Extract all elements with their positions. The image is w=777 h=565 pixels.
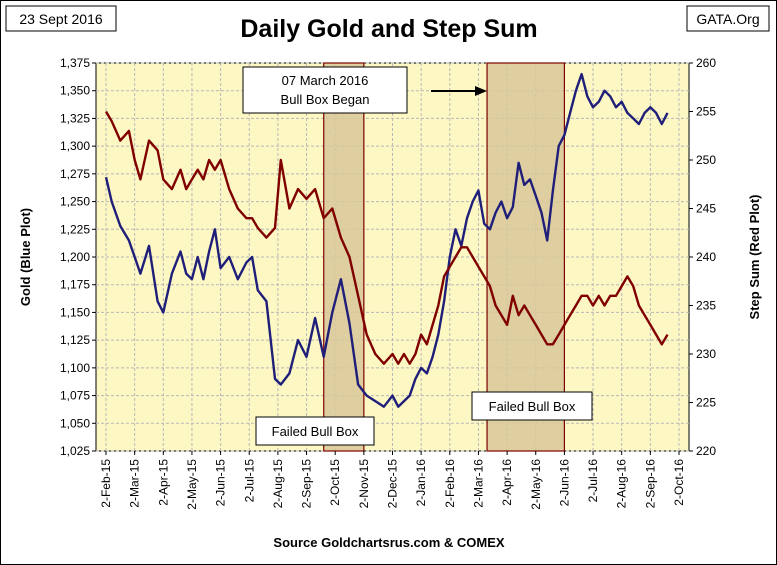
region-label-box-1 (255, 416, 375, 446)
shaded-region-2 (486, 62, 566, 452)
right-axis-label: Step Sum (Red Plot) (747, 195, 762, 320)
right-tick-label: 235 (696, 299, 716, 313)
right-tick-label: 250 (696, 153, 716, 167)
brand-label-box (686, 5, 770, 32)
chart-title: Daily Gold and Step Sum (240, 15, 537, 43)
left-tick-label: 1,275 (60, 167, 90, 181)
right-tick-label: 245 (696, 202, 716, 216)
date-label: 23 Sept 2016 (19, 11, 103, 27)
left-tick-label: 1,125 (60, 333, 90, 347)
x-tick-label: 2-May-15 (185, 459, 199, 510)
x-tick-label: 2-Feb-16 (443, 459, 457, 508)
x-tick-label: 2-Oct-16 (672, 459, 686, 506)
series-line-gold (104, 72, 669, 408)
x-tick-label: 2-Oct-15 (328, 459, 342, 506)
left-axis-ticks: 1,025 1,050 1,075 1,100 1,125 1,150 1,175 1,200… (60, 56, 96, 458)
annotation-box (242, 66, 408, 114)
left-tick-label: 1,025 (60, 444, 90, 458)
x-tick-label: 2-Jun-16 (557, 459, 571, 507)
date-label-box (5, 5, 117, 32)
x-tick-label: 2-Jun-15 (214, 459, 228, 507)
x-tick-label: 2-Sep-15 (300, 459, 314, 509)
x-tick-label: 2-Apr-15 (156, 459, 170, 506)
left-tick-label: 1,225 (60, 222, 90, 236)
left-tick-label: 1,350 (60, 84, 90, 98)
right-tick-label: 255 (696, 105, 716, 119)
x-tick-label: 2-Aug-16 (615, 459, 629, 509)
right-tick-label: 220 (696, 444, 716, 458)
right-tick-label: 230 (696, 347, 716, 361)
x-tick-label: 2-Aug-15 (271, 459, 285, 509)
region-label-1: Failed Bull Box (272, 424, 359, 439)
left-tick-label: 1,375 (60, 56, 90, 70)
x-tick-label: 2-Jan-16 (414, 459, 428, 507)
x-tick-label: 2-Apr-16 (500, 459, 514, 506)
source-label: Source Goldchartsrus.com & COMEX (273, 535, 504, 550)
left-tick-label: 1,050 (60, 416, 90, 430)
right-tick-label: 260 (696, 56, 716, 70)
x-tick-label: 2-Jul-15 (242, 459, 256, 503)
right-tick-label: 225 (696, 396, 716, 410)
region-label-2: Failed Bull Box (489, 399, 576, 414)
left-tick-label: 1,250 (60, 195, 90, 209)
brand-label: GATA.Org (696, 11, 759, 27)
annotation-line2: Bull Box Began (281, 92, 370, 107)
x-tick-label: 2-May-16 (529, 459, 543, 510)
left-tick-label: 1,175 (60, 278, 90, 292)
x-tick-label: 2-Mar-16 (471, 459, 485, 508)
annotation-line1: 07 March 2016 (282, 73, 369, 88)
x-tick-label: 2-Feb-15 (99, 459, 113, 508)
left-tick-label: 1,300 (60, 139, 90, 153)
left-tick-label: 1,100 (60, 361, 90, 375)
shaded-region-1 (323, 62, 365, 452)
x-tick-label: 2-Mar-15 (128, 459, 142, 508)
shaded-regions: Failed Bull Box Failed Bull Box (255, 62, 593, 452)
x-tick-label: 2-Sep-16 (643, 459, 657, 509)
annotation-arrow (431, 86, 487, 96)
left-tick-label: 1,150 (60, 305, 90, 319)
left-axis-label: Gold (Blue Plot) (18, 208, 33, 306)
x-tick-label: 2-Jul-16 (586, 459, 600, 503)
left-tick-label: 1,075 (60, 389, 90, 403)
series-line-step-sum (104, 110, 669, 365)
right-tick-label: 240 (696, 250, 716, 264)
region-label-box-2 (471, 391, 593, 421)
x-axis-ticks: 2-Feb-15 2-Mar-15 2-Apr-15 2-May-15 2-Jun-15… (99, 451, 686, 510)
right-axis-ticks: 220 225 230 235 240 245 250 255 260 (689, 56, 716, 458)
x-tick-label: 2-Dec-15 (386, 459, 400, 509)
series-lines (104, 72, 669, 408)
left-tick-label: 1,325 (60, 111, 90, 125)
left-tick-label: 1,200 (60, 250, 90, 264)
x-tick-label: 2-Nov-15 (357, 459, 371, 509)
